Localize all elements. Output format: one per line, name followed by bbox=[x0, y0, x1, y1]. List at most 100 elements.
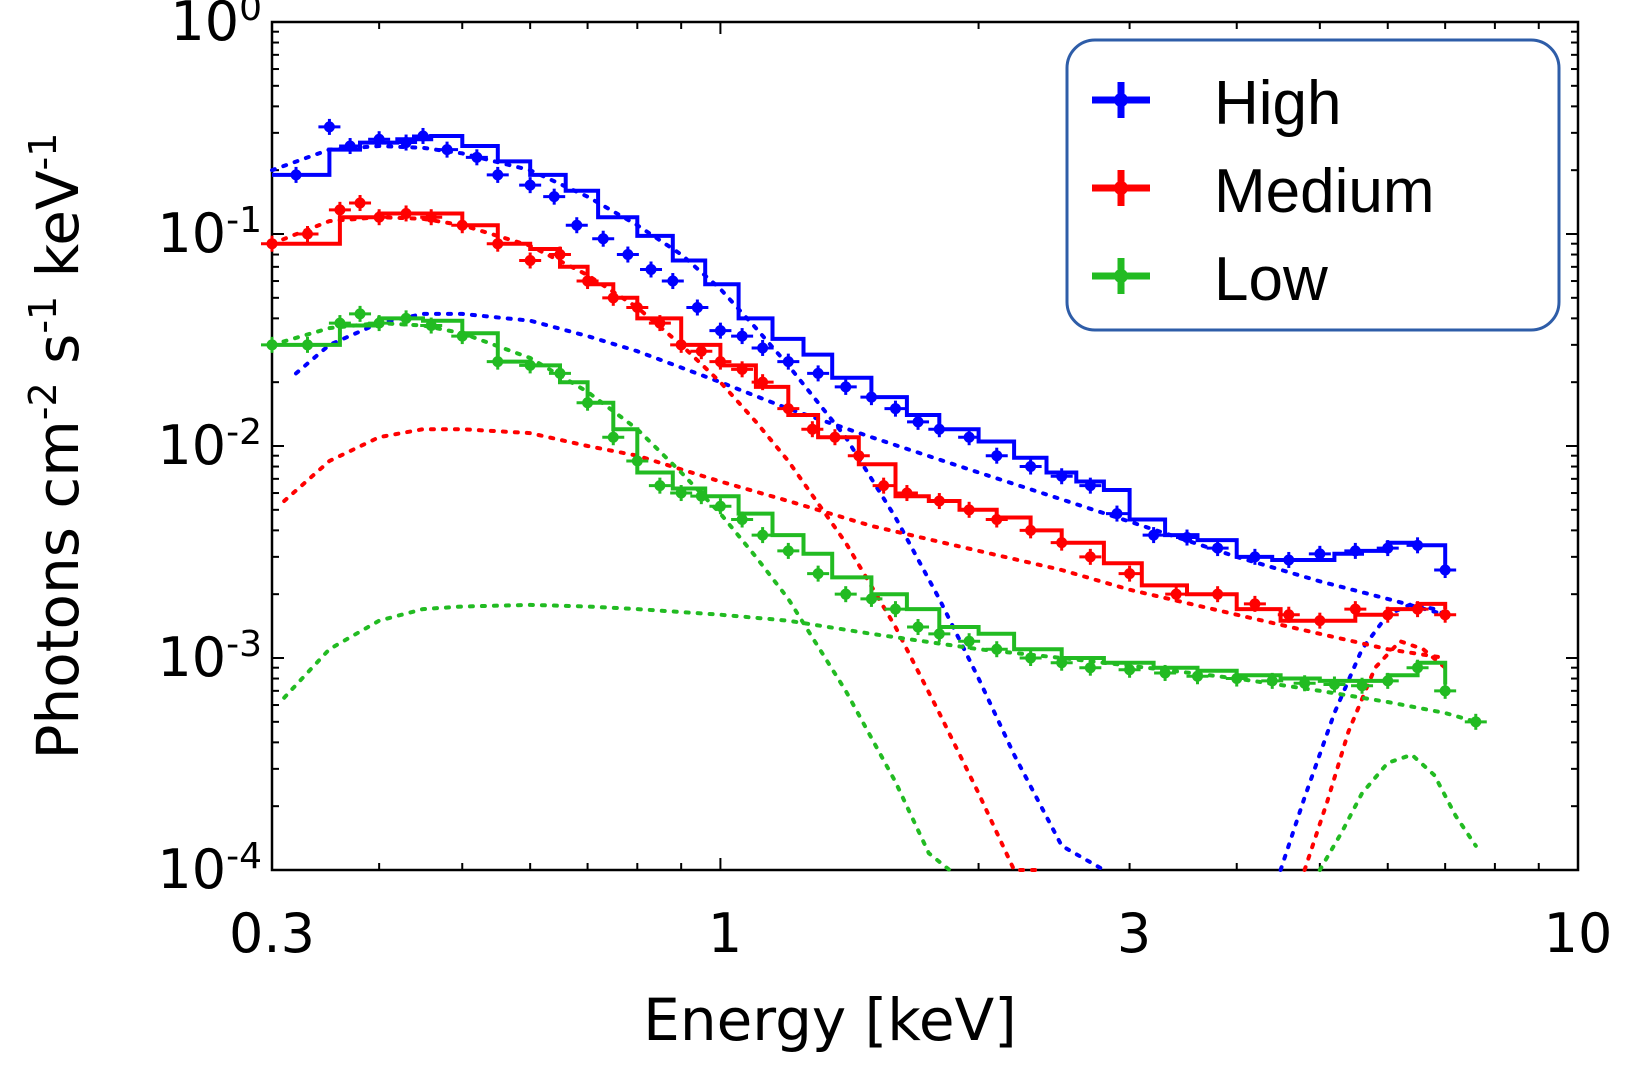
data-point-medium bbox=[958, 501, 981, 518]
component-line-medium bbox=[270, 215, 1041, 872]
data-point-high bbox=[1142, 527, 1165, 544]
legend-item-low: Low bbox=[1092, 245, 1328, 314]
component-line-low bbox=[282, 602, 1478, 724]
data-point-low bbox=[626, 452, 649, 469]
data-point-low bbox=[420, 317, 443, 334]
data-point-high bbox=[318, 118, 341, 135]
data-point-medium bbox=[1308, 612, 1331, 629]
legend-label-low: Low bbox=[1214, 245, 1328, 314]
data-point-high bbox=[1050, 468, 1073, 485]
data-point-low bbox=[1376, 672, 1399, 689]
data-point-high bbox=[640, 261, 663, 278]
component-line-medium bbox=[1302, 638, 1448, 872]
x-tick-label: 0.3 bbox=[229, 902, 315, 965]
model-fit-line-low bbox=[272, 316, 1448, 685]
data-point-low bbox=[395, 310, 418, 327]
minor-ticks bbox=[271, 22, 1578, 870]
data-point-low bbox=[985, 641, 1008, 658]
data-point-medium bbox=[576, 273, 599, 290]
data-point-medium bbox=[420, 209, 443, 226]
data-point-high bbox=[436, 141, 459, 158]
x-tick-label: 1 bbox=[708, 902, 742, 965]
y-tick-labels: 100 10-1 10-2 10-3 10-4 bbox=[157, 0, 262, 901]
data-point-medium bbox=[731, 361, 754, 378]
data-point-high bbox=[465, 149, 488, 166]
data-point-high bbox=[1277, 551, 1300, 568]
data-point-medium bbox=[928, 493, 951, 510]
data-point-high bbox=[907, 413, 930, 430]
data-point-low bbox=[451, 328, 474, 345]
data-point-low bbox=[1434, 682, 1457, 699]
data-point-high bbox=[543, 188, 566, 205]
data-point-medium bbox=[1118, 565, 1141, 582]
data-point-high bbox=[985, 447, 1008, 464]
legend-label-medium: Medium bbox=[1214, 157, 1435, 226]
data-point-low bbox=[884, 601, 907, 618]
model-components bbox=[270, 143, 1478, 872]
data-point-high bbox=[958, 429, 981, 446]
data-point-low bbox=[648, 477, 671, 494]
y-tick-label: 10-2 bbox=[157, 412, 262, 477]
data-point-high bbox=[1019, 458, 1042, 475]
data-point-high bbox=[686, 299, 709, 316]
data-point-low bbox=[349, 305, 372, 322]
y-axis-title: Photons cm-2 s-1 keV-1 bbox=[21, 133, 92, 760]
data-point-high bbox=[928, 421, 951, 438]
data-point-low bbox=[519, 357, 542, 374]
data-point-low bbox=[1186, 668, 1209, 685]
component-line-medium bbox=[282, 427, 1448, 660]
data-point-low bbox=[807, 565, 830, 582]
data-point-low bbox=[1225, 670, 1248, 687]
data-point-low bbox=[731, 511, 754, 528]
data-point-medium bbox=[1344, 601, 1367, 618]
x-tick-labels: 0.3 1 3 10 bbox=[229, 902, 1612, 965]
data-point-low bbox=[548, 365, 571, 382]
data-point-medium bbox=[751, 374, 774, 391]
data-point-high bbox=[1344, 542, 1367, 559]
data-point-high bbox=[777, 353, 800, 370]
data-point-medium bbox=[709, 353, 732, 370]
data-point-high bbox=[884, 400, 907, 417]
data-point-medium bbox=[847, 447, 870, 464]
data-point-low bbox=[296, 336, 319, 353]
data-points bbox=[261, 118, 1487, 730]
legend-box bbox=[1065, 38, 1561, 332]
data-point-medium bbox=[1406, 601, 1429, 618]
data-point-medium bbox=[519, 252, 542, 269]
data-point-medium bbox=[1243, 595, 1266, 612]
data-point-medium bbox=[395, 205, 418, 222]
data-point-high bbox=[834, 378, 857, 395]
data-point-high bbox=[1308, 545, 1331, 562]
data-point-high bbox=[751, 339, 774, 356]
data-point-medium bbox=[486, 235, 509, 252]
data-point-low bbox=[777, 542, 800, 559]
data-point-low bbox=[860, 590, 883, 607]
data-point-low bbox=[1323, 676, 1346, 693]
data-point-low bbox=[690, 488, 713, 505]
data-point-low bbox=[1118, 661, 1141, 678]
data-point-low bbox=[1406, 659, 1429, 676]
data-point-low bbox=[907, 619, 930, 636]
data-point-high bbox=[285, 166, 308, 183]
data-point-medium bbox=[1050, 534, 1073, 551]
legend-marker-high bbox=[1092, 82, 1150, 118]
data-point-low bbox=[1050, 654, 1073, 671]
legend: High Medium Low bbox=[1065, 38, 1561, 332]
data-point-medium bbox=[648, 315, 671, 332]
major-ticks bbox=[272, 21, 1578, 871]
data-point-low bbox=[958, 633, 981, 650]
y-tick-label: 100 bbox=[170, 0, 262, 53]
data-point-low bbox=[261, 336, 283, 353]
legend-marker-medium bbox=[1092, 170, 1150, 206]
y-tick-label: 10-3 bbox=[157, 624, 262, 689]
data-point-medium bbox=[1079, 548, 1102, 565]
data-point-high bbox=[709, 322, 732, 339]
data-point-high bbox=[1079, 477, 1102, 494]
data-point-low bbox=[928, 625, 951, 642]
component-line-low bbox=[270, 321, 952, 872]
data-point-high bbox=[1376, 540, 1399, 557]
data-point-low bbox=[1079, 659, 1102, 676]
legend-marker-low bbox=[1092, 258, 1150, 294]
data-point-medium bbox=[626, 299, 649, 316]
